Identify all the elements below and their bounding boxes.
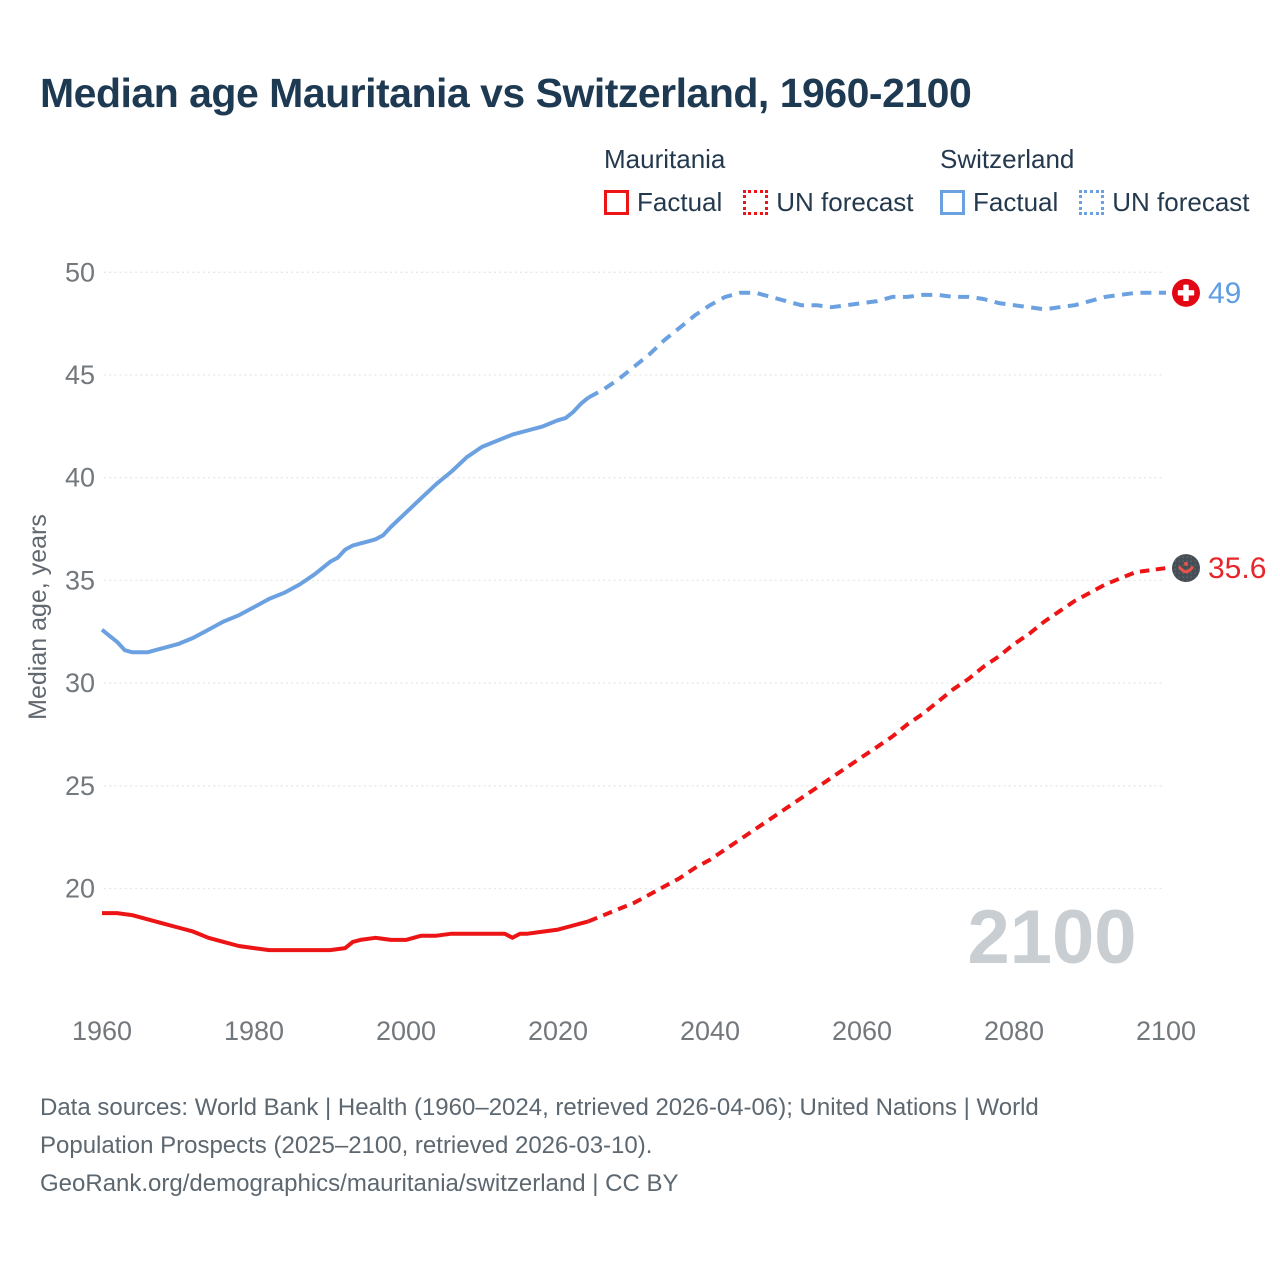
- legend-items-switzerland: Factual UN forecast: [940, 187, 1250, 218]
- x-tick-label: 2040: [680, 1016, 740, 1046]
- y-tick-label: 30: [65, 668, 95, 698]
- x-tick-label: 2080: [984, 1016, 1044, 1046]
- watermark-2100: 2100: [967, 895, 1136, 980]
- legend-label: UN forecast: [776, 187, 914, 217]
- y-tick-label: 25: [65, 771, 95, 801]
- switzerland-forecast-swatch-icon: [1079, 190, 1105, 215]
- y-tick-label: 20: [65, 874, 95, 904]
- legend-label: UN forecast: [1112, 187, 1250, 217]
- legend-label: Factual: [637, 187, 723, 217]
- mauritania-un-forecast-line: [587, 566, 1167, 924]
- mauritania-flag-icon: [1172, 554, 1200, 583]
- y-axis-tick-labels: 20 25 30 35 40 45 50: [65, 257, 95, 903]
- end-markers: 49 35.6: [1172, 277, 1266, 585]
- footer-line: Population Prospects (2025–2100, retriev…: [40, 1132, 653, 1159]
- y-tick-label: 45: [65, 360, 95, 390]
- legend-item-mauritania-factual: Factual: [604, 187, 722, 218]
- page-title: Median age Mauritania vs Switzerland, 19…: [40, 70, 972, 116]
- x-tick-label: 2000: [376, 1016, 436, 1046]
- x-tick-label: 2100: [1136, 1016, 1196, 1046]
- mauritania-end-value-label: 35.6: [1208, 552, 1266, 585]
- footer-line: Data sources: World Bank | Health (1960–…: [40, 1094, 1039, 1121]
- legend-item-switzerland-factual: Factual: [940, 187, 1058, 218]
- switzerland-end-value-label: 49: [1208, 277, 1241, 310]
- switzerland-un-forecast-line: [587, 290, 1166, 400]
- y-axis-title: Median age, years: [24, 514, 52, 720]
- x-tick-label: 2060: [832, 1016, 892, 1046]
- x-tick-label: 1960: [72, 1016, 132, 1046]
- x-tick-label: 2020: [528, 1016, 588, 1046]
- switzerland-factual-line: [100, 396, 590, 655]
- mauritania-forecast-swatch-icon: [743, 190, 769, 215]
- mauritania-factual-line: [102, 911, 589, 953]
- footer-line: GeoRank.org/demographics/mauritania/swit…: [40, 1170, 679, 1197]
- x-tick-label: 1980: [224, 1016, 284, 1046]
- legend-header-switzerland: Switzerland: [940, 144, 1075, 174]
- y-tick-label: 35: [65, 565, 95, 595]
- legend-item-switzerland-forecast: UN forecast: [1079, 187, 1250, 218]
- y-tick-label: 50: [65, 257, 95, 287]
- switzerland-factual-swatch-icon: [940, 190, 965, 215]
- mauritania-factual-swatch-icon: [604, 190, 629, 215]
- legend-items-mauritania: Factual UN forecast: [604, 187, 914, 218]
- y-tick-label: 40: [65, 463, 95, 493]
- legend-label: Factual: [973, 187, 1059, 217]
- legend-header-mauritania: Mauritania: [604, 144, 726, 174]
- x-axis-tick-labels: 1960 1980 2000 2020 2040 2060 2080 2100: [72, 1016, 1196, 1046]
- legend-group-switzerland: Switzerland Factual UN forecast: [940, 144, 1250, 218]
- chart-series: [100, 290, 1167, 953]
- legend-item-mauritania-forecast: UN forecast: [743, 187, 914, 218]
- switzerland-flag-icon: [1172, 278, 1200, 307]
- legend-group-mauritania: Mauritania Factual UN forecast: [604, 144, 914, 218]
- data-sources-footer: Data sources: World Bank | Health (1960–…: [40, 1089, 1039, 1203]
